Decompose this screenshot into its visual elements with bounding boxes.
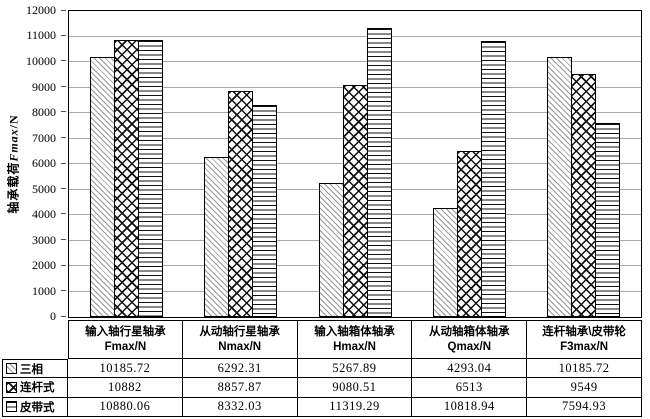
row-label-2: 连杆式 [2, 378, 68, 398]
data-table-with-legend: 输入轴行星轴承 Fmax/N 从动轴行星轴承 Nmax/N 输入轴箱体轴承 Hmax/N 从… [2, 320, 642, 417]
bar-group-1 [69, 11, 183, 317]
value-r1-c2: 6292.31 [182, 359, 298, 379]
category-unit: Qmax/N [447, 340, 492, 353]
y-tick-label: 9000 [32, 79, 56, 94]
row-label-1: 三相 [2, 359, 68, 379]
y-tick-mark [61, 264, 66, 266]
value-r3-c4: 10818.94 [412, 397, 528, 417]
category-name: 输入轴箱体轴承 [314, 325, 395, 338]
y-tick-label: 12000 [26, 3, 56, 17]
bar-series2-cat1 [113, 39, 139, 317]
y-tick-mark [61, 9, 66, 11]
value-r3-c3: 11319.29 [297, 397, 413, 417]
column-header-3: 输入轴箱体轴承 Hmax/N [297, 320, 413, 359]
y-tick-label: 11000 [26, 28, 56, 43]
category-name: 连杆轴承\皮带轮 [542, 325, 626, 338]
bar-series1-cat4 [432, 207, 458, 317]
bar-series2-cat4 [456, 150, 482, 317]
y-tick-mark [61, 315, 66, 317]
y-tick-label: 10000 [26, 53, 56, 68]
value-r2-c1: 10882 [68, 378, 183, 398]
gridline [69, 61, 641, 62]
category-unit: Hmax/N [333, 340, 376, 353]
value-r3-c1: 10880.06 [68, 397, 183, 417]
category-unit: Fmax/N [104, 340, 147, 353]
bar-series1-cat2 [204, 156, 230, 317]
y-tick-mark [61, 60, 66, 62]
value-r2-c3: 9080.51 [297, 378, 413, 398]
series-name: 三相 [20, 363, 43, 376]
gridline [69, 35, 641, 37]
legend-swatch-diamond-crosshatch [6, 381, 17, 393]
y-tick-label: 4000 [32, 206, 56, 221]
series-name: 连杆式 [20, 382, 55, 395]
y-tick-mark [61, 162, 66, 164]
column-header-2: 从动轴行星轴承 Nmax/N [182, 320, 298, 359]
value-r3-c5: 7594.93 [527, 397, 642, 417]
y-tick-mark [61, 137, 66, 138]
y-tick-label: 0 [50, 309, 56, 323]
value-r1-c3: 5267.89 [297, 359, 413, 379]
bar-series2-cat3 [342, 85, 368, 317]
bar-series2-cat2 [228, 91, 254, 317]
bar-series3-cat5 [595, 123, 621, 317]
bar-groups [69, 11, 641, 317]
category-name: 从动轴箱体轴承 [429, 325, 510, 338]
y-tick-mark [61, 213, 66, 215]
y-tick-mark [61, 239, 66, 240]
value-r1-c1: 10185.72 [68, 359, 183, 379]
y-tick-label: 7000 [32, 130, 56, 145]
y-tick-label: 2000 [32, 258, 56, 272]
y-tick-mark [61, 86, 66, 87]
value-r1-c5: 10185.72 [527, 359, 642, 379]
y-tick-mark [61, 111, 66, 113]
y-tick-label: 1000 [32, 283, 56, 298]
column-header-5: 连杆轴承\皮带轮 F3max/N [527, 320, 642, 359]
y-tick-label: 8000 [32, 104, 56, 119]
category-unit: F3max/N [560, 340, 609, 353]
y-tick-label: 6000 [32, 156, 56, 170]
bar-group-2 [183, 11, 297, 317]
bar-series1-cat3 [318, 182, 344, 317]
y-tick-mark [61, 188, 66, 189]
bar-series3-cat4 [480, 41, 506, 317]
category-name: 从动轴行星轴承 [199, 325, 280, 338]
bar-group-4 [412, 11, 526, 317]
bar-group-3 [298, 11, 412, 317]
bar-series1-cat5 [547, 57, 573, 317]
series-name: 皮带式 [20, 401, 55, 414]
table-corner [2, 320, 68, 359]
category-name: 输入轴行星轴承 [85, 325, 166, 338]
category-unit: Nmax/N [218, 340, 262, 353]
plot-area [68, 10, 642, 318]
bar-series2-cat5 [571, 73, 597, 317]
value-r2-c5: 9549 [527, 378, 642, 398]
bar-series3-cat3 [366, 28, 392, 317]
legend-swatch-horizontal-lines [6, 401, 17, 413]
y-tick-mark [61, 34, 66, 36]
value-r1-c4: 4293.04 [412, 359, 528, 379]
column-header-1: 输入轴行星轴承 Fmax/N [68, 320, 183, 359]
column-header-4: 从动轴箱体轴承 Qmax/N [412, 320, 528, 359]
value-r3-c2: 8332.03 [182, 397, 298, 417]
y-tick-mark [61, 290, 66, 291]
bar-series1-cat1 [89, 57, 115, 317]
y-axis: 12000 11000 10000 9000 8000 7000 6000 5000 4000 3… [0, 4, 66, 322]
bar-series3-cat1 [137, 39, 163, 317]
row-label-3: 皮带式 [2, 397, 68, 417]
value-r2-c2: 8857.87 [182, 378, 298, 398]
y-tick-label: 5000 [32, 181, 56, 196]
value-r2-c4: 6513 [412, 378, 528, 398]
bar-series3-cat2 [252, 104, 278, 317]
bar-group-5 [527, 11, 641, 317]
y-tick-label: 3000 [32, 232, 56, 247]
legend-swatch-light-diagonal-hatch [6, 363, 17, 375]
